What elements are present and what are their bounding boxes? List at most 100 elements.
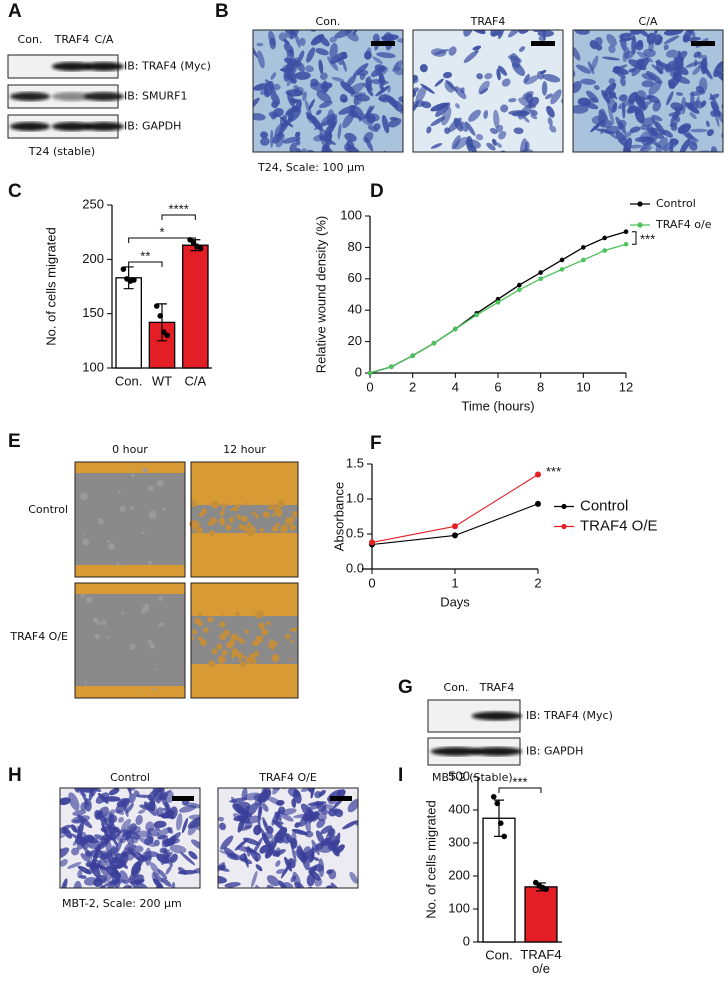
blot-band <box>430 747 482 756</box>
image-title: TRAF4 <box>470 15 506 28</box>
cell <box>282 65 291 74</box>
cell <box>287 91 296 108</box>
cell <box>342 60 347 72</box>
cell-speck <box>209 530 216 536</box>
y-tick-label: 80 <box>348 239 362 254</box>
wound <box>191 616 298 664</box>
scale-bar <box>330 796 352 801</box>
cell <box>430 143 443 149</box>
cell <box>706 129 714 137</box>
cell <box>598 110 609 120</box>
cell <box>255 864 263 872</box>
cell <box>310 870 321 881</box>
cell-speck <box>261 628 269 636</box>
cell <box>492 138 497 146</box>
cell-speck <box>241 515 248 523</box>
wound-border <box>74 582 186 699</box>
cell <box>504 166 515 182</box>
cell <box>67 862 82 869</box>
y-axis-label: No. of cells migrated <box>43 227 58 346</box>
cell <box>413 76 419 84</box>
cell-speck <box>242 525 249 532</box>
cell-speck <box>245 502 250 506</box>
y-axis-label: No. of cells migrated <box>423 800 438 919</box>
image-title: Con. <box>316 15 341 28</box>
cell <box>337 58 345 65</box>
cell <box>265 87 270 98</box>
cell <box>448 117 462 133</box>
cell-speck <box>158 623 161 627</box>
blot-row-label: IB: TRAF4 (Myc) <box>526 709 613 722</box>
cell <box>463 30 474 37</box>
cell <box>156 827 173 837</box>
cell <box>611 9 619 18</box>
data-point <box>453 326 458 332</box>
cell <box>219 822 226 831</box>
cell <box>68 792 80 811</box>
cell <box>244 805 250 814</box>
cell <box>348 151 357 161</box>
cell <box>275 132 285 148</box>
significance-label: *** <box>546 464 561 479</box>
cell <box>585 90 599 103</box>
cell <box>349 104 363 115</box>
cell <box>257 50 265 69</box>
cell <box>587 61 595 75</box>
cell <box>73 880 82 888</box>
x-tick-label: 2 <box>534 575 541 590</box>
lane-label: Con. <box>444 681 469 694</box>
cell-speck <box>82 538 90 546</box>
cell <box>378 94 388 101</box>
y-tick-label: 150 <box>82 305 104 320</box>
cell <box>129 825 141 834</box>
panel-label: F <box>370 433 382 454</box>
cell <box>550 89 562 105</box>
cell-speck <box>118 490 121 493</box>
cell <box>302 10 311 19</box>
cell <box>179 804 197 813</box>
cell-speck <box>271 654 279 663</box>
cell <box>500 104 509 113</box>
blot-band <box>51 122 93 131</box>
cell-speck <box>211 500 220 509</box>
legend-label: TRAF4 O/E <box>580 517 658 534</box>
cell <box>169 844 187 854</box>
cell <box>612 64 628 72</box>
cell <box>270 91 281 106</box>
cell <box>670 153 678 164</box>
cell <box>640 124 649 131</box>
cell <box>295 886 303 888</box>
cell-speck <box>221 650 228 656</box>
cell-speck <box>142 468 148 473</box>
significance-bracket <box>161 214 196 220</box>
significance-bracket <box>632 231 637 245</box>
micrograph-border <box>217 787 359 889</box>
cell-speck <box>266 621 271 626</box>
cell <box>448 46 457 56</box>
cell <box>453 136 469 150</box>
cell <box>121 818 132 831</box>
cell <box>157 835 167 840</box>
cell <box>157 868 168 880</box>
cell <box>253 83 268 91</box>
cell <box>606 96 618 113</box>
cell <box>601 56 621 61</box>
wound-gap <box>75 593 185 691</box>
cell <box>113 838 123 857</box>
cell <box>128 793 136 804</box>
cell <box>152 878 164 888</box>
cell-speck <box>106 540 110 544</box>
cell-speck <box>152 687 156 691</box>
cell <box>294 71 311 80</box>
cell <box>350 92 367 97</box>
data-point <box>559 257 565 263</box>
cell <box>460 121 469 132</box>
cell <box>295 131 301 138</box>
cell <box>245 847 260 856</box>
cell <box>638 128 656 142</box>
cell <box>322 835 337 847</box>
cell <box>670 124 678 131</box>
image-title: TRAF4 O/E <box>258 771 317 784</box>
cell-speck <box>157 480 164 487</box>
cell <box>468 109 481 122</box>
